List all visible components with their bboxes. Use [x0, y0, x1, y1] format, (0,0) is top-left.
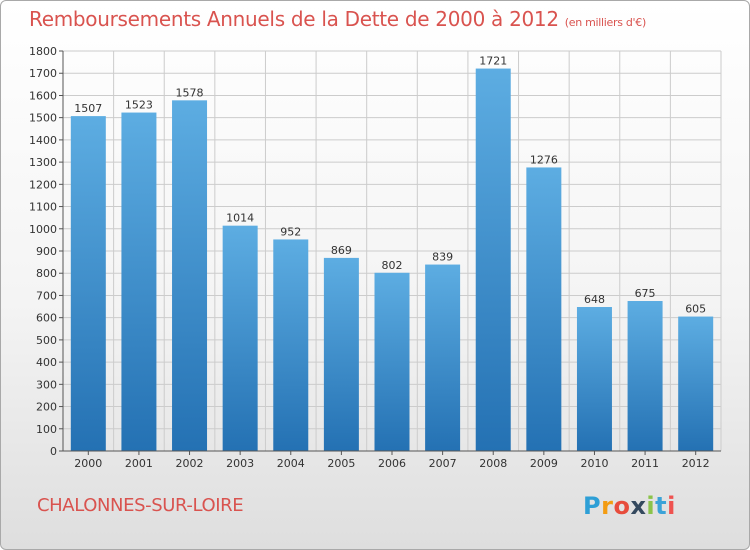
bar	[576, 307, 612, 451]
bar-value-label: 1276	[530, 153, 558, 166]
y-tick-label: 1200	[29, 178, 57, 191]
y-tick-label: 500	[36, 334, 57, 347]
x-tick-label: 2003	[226, 457, 254, 470]
x-tick-label: 2009	[530, 457, 558, 470]
x-tick-label: 2002	[176, 457, 204, 470]
logo-letter: r	[601, 492, 614, 520]
y-tick-label: 1800	[29, 45, 57, 58]
bar-value-label: 1523	[125, 99, 153, 112]
bar	[323, 257, 359, 451]
bars: 1507 1523 1578 1014 952 869 802 839 1721 1276 648 6…	[70, 55, 714, 452]
bar-value-label: 1721	[479, 55, 507, 68]
bar	[678, 316, 714, 451]
bar-value-label: 1014	[226, 212, 254, 225]
x-tick-label: 2008	[479, 457, 507, 470]
bar-value-label: 952	[280, 225, 301, 238]
logo-letter: x	[630, 492, 647, 520]
bar	[526, 167, 562, 451]
bar	[627, 301, 663, 451]
bar-value-label: 648	[584, 293, 605, 306]
chart-title: Remboursements Annuels de la Dette de 20…	[29, 7, 646, 31]
y-tick-label: 0	[50, 445, 57, 458]
x-tick-label: 2007	[429, 457, 457, 470]
bar-value-label: 675	[635, 287, 656, 300]
y-tick-label: 300	[36, 378, 57, 391]
chart-title-text: Remboursements Annuels de la Dette de 20…	[29, 7, 559, 31]
y-tick-label: 100	[36, 423, 57, 436]
y-tick-label: 900	[36, 245, 57, 258]
y-tick-label: 1000	[29, 223, 57, 236]
logo-letter: i	[646, 492, 656, 520]
chart-subtitle: (en milliers d'€)	[564, 16, 646, 29]
bar-value-label: 605	[685, 303, 706, 316]
x-tick-label: 2011	[631, 457, 659, 470]
proxiti-logo: Proxiti	[583, 492, 676, 520]
x-tick-label: 2005	[327, 457, 355, 470]
x-tick-label: 2006	[378, 457, 406, 470]
logo-letter: o	[613, 492, 631, 520]
logo-letter: P	[583, 492, 602, 520]
y-tick-label: 800	[36, 267, 57, 280]
bar	[121, 112, 157, 452]
bar	[374, 272, 410, 451]
town-name: CHALONNES-SUR-LOIRE	[37, 495, 244, 516]
bar-value-label: 839	[432, 251, 453, 264]
x-tick-label: 2010	[580, 457, 608, 470]
y-tick-label: 600	[36, 312, 57, 325]
y-tick-label: 1600	[29, 89, 57, 102]
y-tick-label: 1300	[29, 156, 57, 169]
y-tick-label: 1700	[29, 67, 57, 80]
bar	[273, 239, 309, 451]
bar	[172, 100, 208, 451]
bar	[425, 264, 461, 451]
logo-letter: i	[667, 492, 676, 520]
y-tick-label: 700	[36, 289, 57, 302]
bar	[70, 116, 106, 451]
bar-value-label: 1507	[74, 102, 102, 115]
logo-letter: t	[655, 492, 668, 520]
axes: 0 100 200 300 400 500 600 700 800 900 1000 1100 1200…	[29, 45, 721, 470]
bar	[475, 68, 511, 452]
bar-value-label: 869	[331, 244, 352, 257]
x-tick-label: 2001	[125, 457, 153, 470]
x-tick-label: 2012	[682, 457, 710, 470]
bar	[222, 225, 258, 451]
x-tick-label: 2000	[74, 457, 102, 470]
y-tick-label: 1500	[29, 112, 57, 125]
bar-value-label: 802	[382, 259, 403, 272]
y-tick-label: 400	[36, 356, 57, 369]
y-tick-label: 1100	[29, 201, 57, 214]
x-tick-label: 2004	[277, 457, 305, 470]
bar-value-label: 1578	[176, 86, 204, 99]
y-tick-label: 1400	[29, 134, 57, 147]
y-tick-label: 200	[36, 401, 57, 414]
